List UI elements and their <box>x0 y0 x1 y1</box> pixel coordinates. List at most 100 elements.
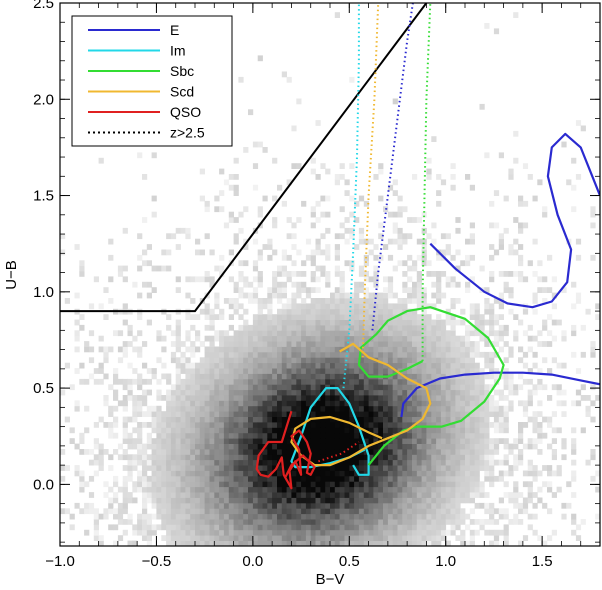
density-cell <box>426 411 432 417</box>
density-cell <box>397 260 403 267</box>
density-cell <box>204 438 210 444</box>
density-cell <box>257 481 263 488</box>
density-cell <box>378 535 384 541</box>
density-cell <box>175 422 181 428</box>
density-cell <box>416 416 422 423</box>
density-cell <box>354 319 360 326</box>
density-cell <box>301 540 307 546</box>
density-cell <box>349 395 355 401</box>
density-cell <box>315 357 321 364</box>
density-cell <box>465 324 471 331</box>
density-cell <box>445 319 451 326</box>
density-cell <box>219 438 225 444</box>
density-cell <box>397 411 403 417</box>
density-cell <box>532 351 538 358</box>
density-cell <box>397 324 403 331</box>
density-cell <box>156 330 162 337</box>
density-cell <box>301 475 307 482</box>
density-cell <box>151 454 157 461</box>
density-cell <box>166 378 172 385</box>
density-cell <box>561 443 567 450</box>
density-cell <box>137 254 143 261</box>
density-cell <box>243 368 249 374</box>
density-cell <box>498 497 504 504</box>
density-cell <box>98 443 104 450</box>
density-cell <box>161 395 167 401</box>
density-cell <box>354 351 360 358</box>
density-cell <box>122 416 128 423</box>
density-cell <box>479 265 485 272</box>
density-cell <box>277 519 283 525</box>
density-cell <box>248 324 254 331</box>
density-cell <box>402 524 408 531</box>
density-cell <box>267 492 273 498</box>
density-cell <box>484 502 490 509</box>
density-cell <box>180 368 186 374</box>
density-cell <box>248 529 254 536</box>
density-cell <box>243 147 249 153</box>
density-cell <box>416 454 422 461</box>
density-cell <box>465 470 471 477</box>
density-cell <box>489 502 495 509</box>
density-cell <box>252 492 259 498</box>
density-cell <box>170 233 177 240</box>
density-cell <box>93 443 99 450</box>
density-cell <box>146 454 152 461</box>
density-cell <box>219 535 225 541</box>
density-cell <box>358 324 365 331</box>
density-cell <box>142 281 148 288</box>
density-cell <box>262 389 268 396</box>
density-cell <box>175 432 181 439</box>
density-cell <box>214 351 220 358</box>
density-cell <box>551 438 557 444</box>
density-cell <box>392 443 398 450</box>
density-cell <box>397 427 403 434</box>
density-cell <box>426 351 432 358</box>
density-cell <box>493 28 500 35</box>
density-cell <box>277 411 283 417</box>
density-cell <box>503 438 509 444</box>
density-cell <box>358 362 365 369</box>
density-cell <box>412 287 418 293</box>
density-cell <box>363 298 369 304</box>
density-cell <box>402 513 408 520</box>
density-cell <box>518 432 524 439</box>
density-cell <box>248 443 254 450</box>
density-cell <box>489 330 495 337</box>
density-cell <box>272 222 278 229</box>
density-cell <box>170 443 177 450</box>
density-cell <box>426 508 432 515</box>
density-cell <box>180 502 186 509</box>
density-cell <box>412 373 418 380</box>
density-cell <box>142 470 148 477</box>
density-cell <box>204 276 210 283</box>
density-cell <box>252 486 259 493</box>
density-cell <box>195 432 201 439</box>
density-cell <box>450 400 456 407</box>
density-cell <box>122 492 128 498</box>
density-cell <box>518 244 524 250</box>
density-cell <box>339 481 345 488</box>
density-cell <box>310 389 316 396</box>
density-cell <box>60 233 66 240</box>
density-cell <box>74 330 80 337</box>
density-cell <box>127 519 133 525</box>
density-cell <box>556 389 562 396</box>
density-cell <box>503 227 509 234</box>
density-cell <box>204 519 210 525</box>
density-cell <box>445 443 451 450</box>
density-cell <box>113 378 119 385</box>
density-cell <box>508 497 514 504</box>
density-cell <box>281 265 287 272</box>
density-cell <box>383 422 389 428</box>
density-cell <box>373 481 379 488</box>
density-cell <box>252 508 259 515</box>
density-cell <box>431 400 437 407</box>
density-cell <box>175 529 181 536</box>
density-cell <box>402 470 408 477</box>
density-cell <box>296 432 302 439</box>
density-cell <box>503 535 509 541</box>
density-cell <box>291 513 297 520</box>
density-cell <box>64 508 70 515</box>
density-cell <box>368 357 374 364</box>
